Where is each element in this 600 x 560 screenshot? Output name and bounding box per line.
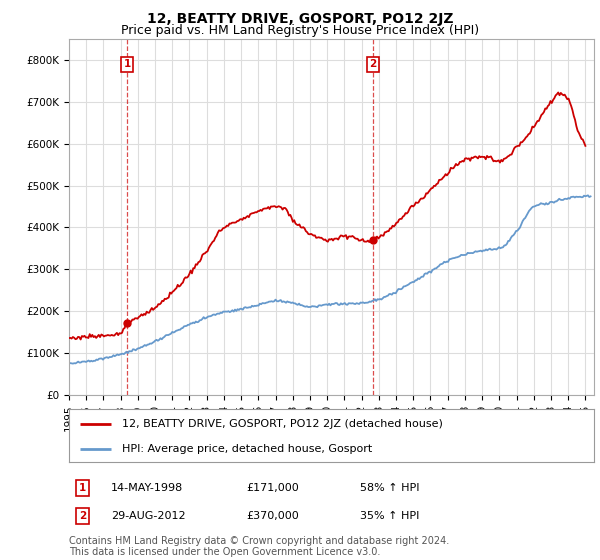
Text: 29-AUG-2012: 29-AUG-2012 <box>111 511 185 521</box>
Text: £171,000: £171,000 <box>246 483 299 493</box>
Text: 12, BEATTY DRIVE, GOSPORT, PO12 2JZ (detached house): 12, BEATTY DRIVE, GOSPORT, PO12 2JZ (det… <box>121 419 442 429</box>
Text: 2: 2 <box>79 511 86 521</box>
Text: Contains HM Land Registry data © Crown copyright and database right 2024.
This d: Contains HM Land Registry data © Crown c… <box>69 535 449 557</box>
Text: 12, BEATTY DRIVE, GOSPORT, PO12 2JZ: 12, BEATTY DRIVE, GOSPORT, PO12 2JZ <box>147 12 453 26</box>
Text: Price paid vs. HM Land Registry's House Price Index (HPI): Price paid vs. HM Land Registry's House … <box>121 24 479 36</box>
Text: 2: 2 <box>370 59 377 69</box>
Text: 58% ↑ HPI: 58% ↑ HPI <box>360 483 419 493</box>
Text: 1: 1 <box>124 59 131 69</box>
Text: £370,000: £370,000 <box>246 511 299 521</box>
Text: HPI: Average price, detached house, Gosport: HPI: Average price, detached house, Gosp… <box>121 444 372 454</box>
Text: 1: 1 <box>79 483 86 493</box>
Text: 35% ↑ HPI: 35% ↑ HPI <box>360 511 419 521</box>
Text: 14-MAY-1998: 14-MAY-1998 <box>111 483 183 493</box>
